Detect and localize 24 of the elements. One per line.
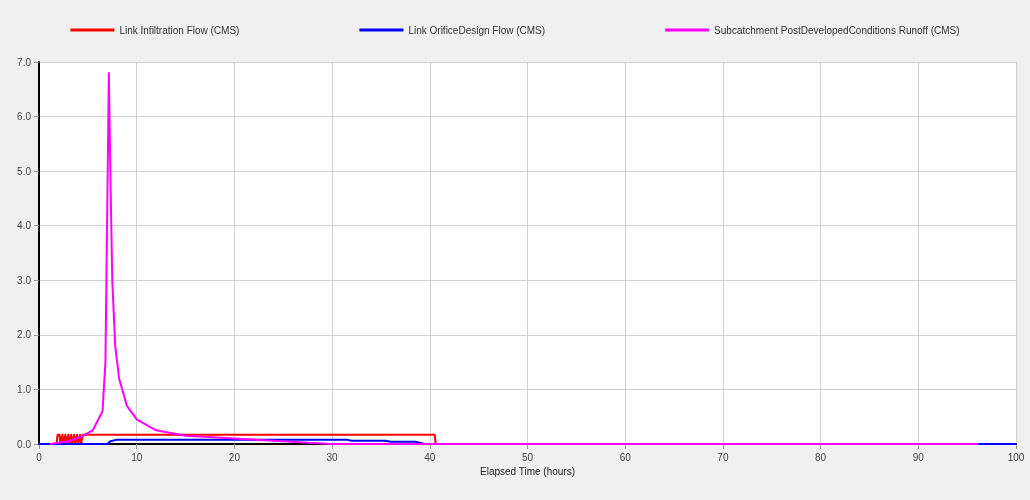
- x-tick-label: 20: [228, 451, 241, 463]
- x-tick-label: 100: [1007, 451, 1025, 463]
- x-tick-label: 40: [424, 451, 436, 463]
- y-tick-label: 0.0: [17, 438, 32, 450]
- x-tick-label: 80: [815, 451, 827, 463]
- y-tick-label: 6.0: [17, 111, 32, 123]
- x-tick-label: 90: [912, 451, 925, 463]
- legend-label: Link OrificeDesign Flow (CMS): [408, 24, 546, 36]
- legend-label: Link Infiltration Flow (CMS): [119, 24, 240, 36]
- y-tick-label: 1.0: [17, 383, 32, 395]
- x-tick-label: 70: [717, 451, 729, 463]
- x-axis-title: Elapsed Time (hours): [479, 466, 576, 478]
- y-tick-label: 7.0: [17, 56, 32, 68]
- legend-label: Subcatchment PostDevelopedConditions Runoff (CMS): [714, 24, 960, 36]
- x-tick-label: 30: [326, 451, 339, 463]
- y-tick-label: 5.0: [17, 165, 32, 177]
- x-tick-label: 60: [619, 451, 632, 463]
- y-tick-label: 3.0: [17, 274, 32, 286]
- line-series: [49, 71, 978, 445]
- x-tick-label: 0: [36, 451, 43, 463]
- x-tick-label: 10: [131, 451, 143, 463]
- y-tick-label: 4.0: [17, 220, 32, 232]
- x-tick-label: 50: [521, 451, 534, 463]
- y-tick-label: 2.0: [17, 329, 32, 341]
